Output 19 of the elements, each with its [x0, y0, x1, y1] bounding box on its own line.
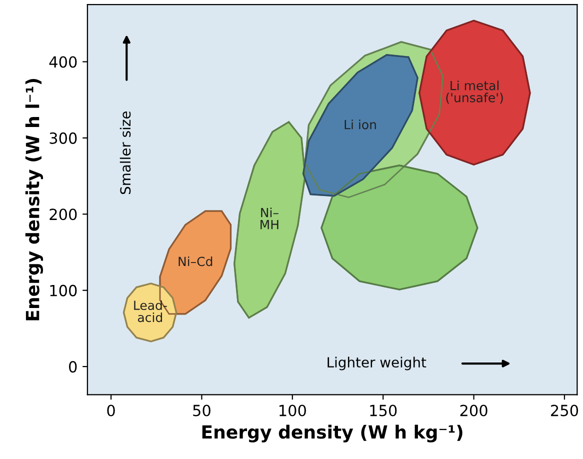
x-tick-label: 150 [370, 404, 397, 416]
y-tick-label: 0 [69, 361, 77, 373]
y-tick-label: 400 [49, 56, 77, 68]
series-label: Li metal ('unsafe') [446, 80, 503, 104]
x-tick-label: 100 [280, 404, 306, 416]
series-label: Ni–Cd [178, 256, 212, 266]
annotation: Smaller size [120, 112, 131, 194]
series-label: Ni– MH [260, 208, 278, 230]
x-tick-label: 0 [107, 404, 115, 416]
y-tick-label: 200 [50, 208, 77, 220]
x-tick-label: 50 [193, 404, 210, 416]
y-axis-title: Energy density (W h l⁻¹) [25, 78, 44, 320]
series-label: Li ion [344, 120, 376, 130]
x-tick-label: 250 [551, 404, 578, 416]
annotation: Lighter weight [328, 356, 426, 370]
x-axis-title: Energy density (W h kg⁻¹) [202, 424, 462, 442]
x-tick-label: 200 [460, 404, 488, 416]
y-tick-label: 100 [50, 284, 77, 296]
y-tick-label: 300 [50, 132, 77, 144]
